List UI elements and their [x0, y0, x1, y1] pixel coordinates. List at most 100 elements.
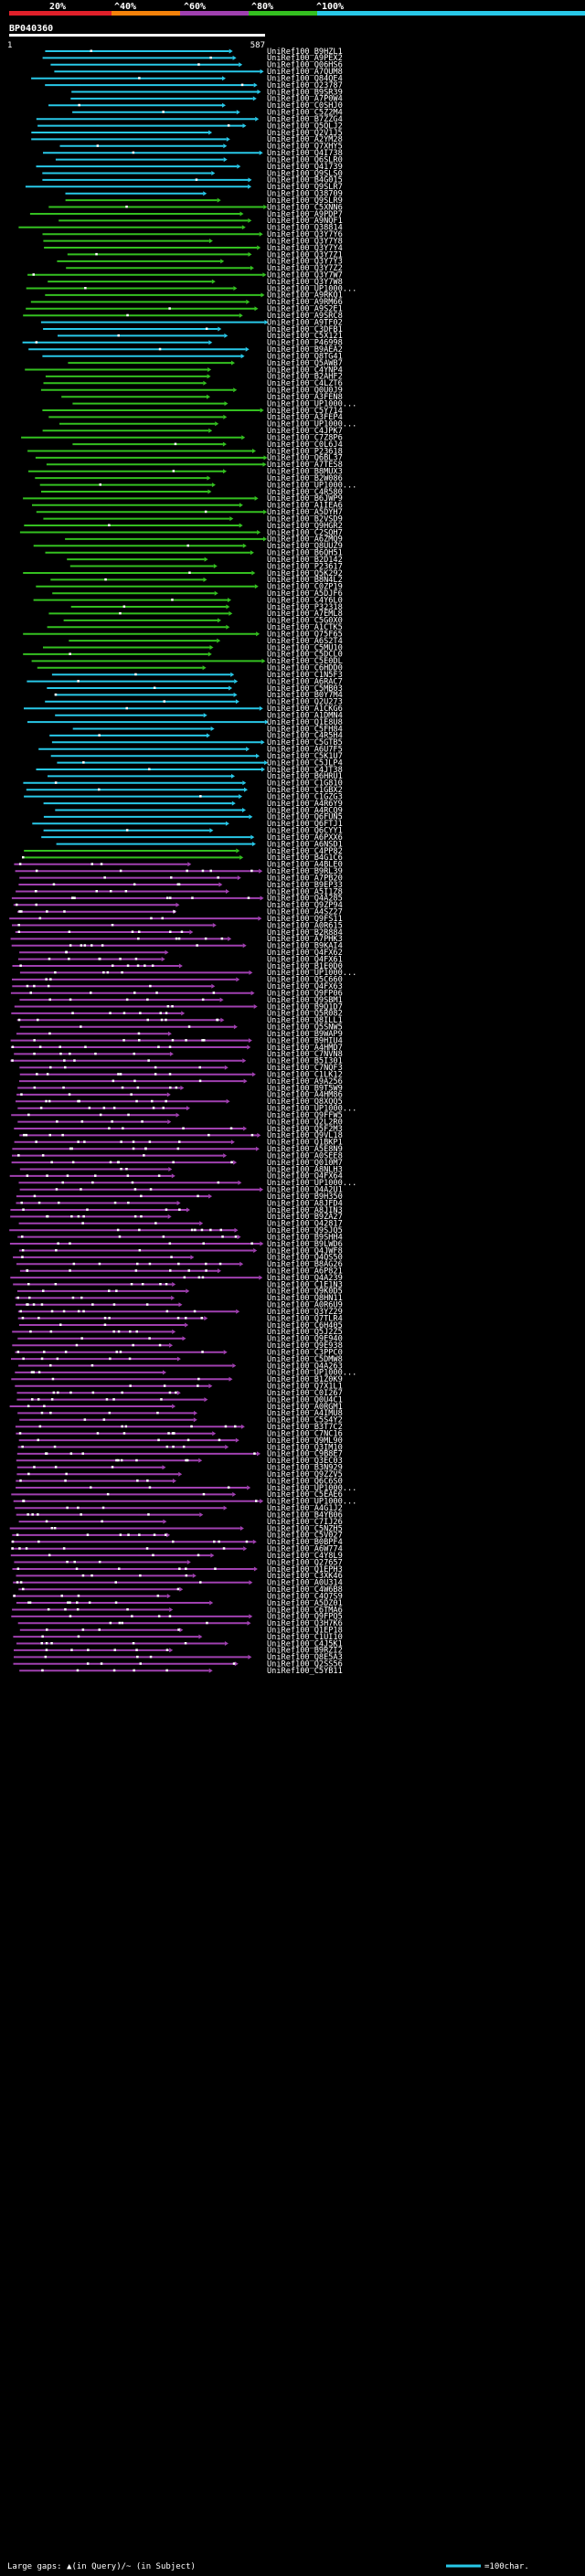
hit-label[interactable]: UniRef100_B6HRU1 [267, 772, 343, 781]
hit-label[interactable]: UniRef100_A4BLE0 [267, 861, 343, 870]
hit-label[interactable]: UniRef100_Q5K292 [267, 569, 343, 578]
hit-label[interactable]: UniRef100_B8N4L2 [267, 576, 343, 585]
hit-label[interactable]: UniRef100_A0SEE8 [267, 1151, 343, 1161]
hit-label[interactable]: UniRef100_Q7XHY5 [267, 143, 343, 152]
hit-label[interactable]: UniRef100_C5X121 [267, 332, 343, 341]
hit-label[interactable]: UniRef100_A0RGM1 [267, 1403, 343, 1412]
hit-label[interactable]: UniRef100_Q3Y7Y3 [267, 258, 343, 267]
hit-label[interactable]: UniRef100_B9SHH4 [267, 1233, 343, 1242]
hit-label[interactable]: UniRef100_Q38709 [267, 190, 343, 199]
hit-label[interactable]: UniRef100_Q5C660 [267, 976, 343, 985]
hit-label[interactable]: UniRef100_Q41739 [267, 163, 343, 172]
hit-label[interactable]: UniRef100_C3XK46 [267, 1572, 343, 1581]
hit-label[interactable]: UniRef100_Q4QS50 [267, 1254, 343, 1263]
hit-label[interactable]: UniRef100_Q38814 [267, 224, 343, 233]
hit-label[interactable]: UniRef100_Q5AWB7 [267, 359, 343, 368]
hit-label[interactable]: UniRef100_Q5F2M3 [267, 1125, 343, 1134]
hit-label[interactable]: UniRef100_B2W086 [267, 474, 343, 483]
hit-label[interactable]: UniRef100_C1LK12 [267, 1071, 343, 1080]
hit-label[interactable]: UniRef100_A4RCQ9 [267, 806, 343, 815]
hit-label[interactable]: UniRef100_C7NC16 [267, 1430, 343, 1439]
hit-label[interactable]: UniRef100_A6ZMQ9 [267, 535, 343, 545]
hit-label[interactable]: UniRef100_Q010M7 [267, 1159, 343, 1168]
hit-label[interactable]: UniRef100_B1E0D0 [267, 962, 343, 971]
hit-label[interactable]: UniRef100_Q4A2U1 [267, 1186, 343, 1195]
hit-label[interactable]: UniRef100_Q3Y7Y4 [267, 244, 343, 253]
hit-label[interactable]: UniRef100_C5V027 [267, 1532, 343, 1541]
hit-label[interactable]: UniRef100_UP1000... [267, 1179, 356, 1188]
hit-label[interactable]: UniRef100_B9Q1D7 [267, 1002, 343, 1012]
hit-label[interactable]: UniRef100_C7NQF3 [267, 1064, 343, 1073]
hit-label[interactable]: UniRef100_C5EAE6 [267, 1490, 343, 1500]
hit-label[interactable]: UniRef100_Q4A285 [267, 895, 343, 904]
hit-label[interactable]: UniRef100_A9SRC8 [267, 312, 343, 321]
hit-label[interactable]: UniRef100_Q6FTJ1 [267, 820, 343, 829]
hit-label[interactable]: UniRef100_C4LZT6 [267, 379, 343, 388]
hit-label[interactable]: UniRef100_C5G0X0 [267, 617, 343, 626]
hit-label[interactable]: UniRef100_C5S4Y2 [267, 1416, 343, 1426]
hit-label[interactable]: UniRef100_A9PDP7 [267, 210, 343, 219]
hit-label[interactable]: UniRef100_Q7X1L1 [267, 1383, 343, 1392]
hit-label[interactable]: UniRef100_A6S2T4 [267, 637, 343, 646]
hit-label[interactable]: UniRef100_A4G1J2 [267, 1504, 343, 1513]
hit-label[interactable]: UniRef100_B7ZZG4 [267, 115, 343, 124]
hit-label[interactable]: UniRef100_A0U314 [267, 1579, 343, 1588]
hit-label[interactable]: UniRef100_Q4A239 [267, 1274, 343, 1283]
hit-label[interactable]: UniRef100_B5I301 [267, 1057, 343, 1066]
hit-label[interactable]: UniRef100_C4YNP4 [267, 366, 343, 375]
hit-label[interactable]: UniRef100_A5DZ01 [267, 1599, 343, 1608]
hit-label[interactable]: UniRef100_B6QH51 [267, 549, 343, 558]
hit-label[interactable]: UniRef100_Q6SLR0 [267, 155, 343, 164]
hit-label[interactable]: UniRef100_Q9E938 [267, 1341, 343, 1351]
hit-label[interactable]: UniRef100_C1GBX2 [267, 786, 343, 795]
hit-label[interactable]: UniRef100_Q4I738 [267, 149, 343, 158]
hit-label[interactable]: UniRef100_B9RZI2 [267, 1647, 343, 1656]
hit-label[interactable]: UniRef100_C4JPK7 [267, 427, 343, 436]
hit-label[interactable]: UniRef100_B9HZL1 [267, 48, 343, 57]
hit-label[interactable]: UniRef100_Q5J2Z5 [267, 1328, 343, 1337]
hit-label[interactable]: UniRef100_C5DMW8 [267, 1355, 343, 1364]
hit-label[interactable]: UniRef100_Q9E940 [267, 1335, 343, 1344]
hit-label[interactable]: UniRef100_C0SHJ0 [267, 101, 343, 111]
hit-label[interactable]: UniRef100_A9RM66 [267, 298, 343, 307]
hit-label[interactable]: UniRef100_Q1BKP1 [267, 1139, 343, 1148]
hit-label[interactable]: UniRef100_B2R884 [267, 928, 343, 938]
hit-label[interactable]: UniRef100_P32318 [267, 603, 343, 612]
hit-label[interactable]: UniRef100_Q0U0J9 [267, 387, 343, 396]
hit-label[interactable]: UniRef100_Q84QE4 [267, 75, 343, 84]
hit-label[interactable]: UniRef100_Q1EP18 [267, 1627, 343, 1636]
hit-label[interactable]: UniRef100_Q6C6S0 [267, 1477, 343, 1486]
hit-label[interactable]: UniRef100_C1G810 [267, 779, 343, 789]
hit-label[interactable]: UniRef100_Q3YZ29 [267, 1308, 343, 1317]
hit-label[interactable]: UniRef100_Q9ML90 [267, 1436, 343, 1446]
hit-label[interactable]: UniRef100_B4G015 [267, 176, 343, 186]
hit-label[interactable]: UniRef100_Q3Y7W7 [267, 271, 343, 281]
hit-label[interactable]: UniRef100_Q27657 [267, 1558, 343, 1567]
hit-label[interactable]: UniRef100_Q9SLS0 [267, 169, 343, 178]
hit-label[interactable]: UniRef100_C6TMA6 [267, 1606, 343, 1615]
hit-label[interactable]: UniRef100_A8JIN3 [267, 1206, 343, 1215]
hit-label[interactable]: UniRef100_C4R580 [267, 488, 343, 497]
hit-label[interactable]: UniRef100_B9H350 [267, 1193, 343, 1202]
hit-label[interactable]: UniRef100_P46998 [267, 339, 343, 348]
hit-label[interactable]: UniRef100_B9KAI4 [267, 942, 343, 951]
hit-label[interactable]: UniRef100_Q75F65 [267, 631, 343, 640]
hit-label[interactable]: UniRef100_A3FEP4 [267, 413, 343, 422]
hit-label[interactable]: UniRef100_Q2L2R0 [267, 1118, 343, 1127]
hit-label[interactable]: UniRef100_Q8XQQ5 [267, 1097, 343, 1107]
hit-label[interactable]: UniRef100_Q4FX61 [267, 955, 343, 964]
hit-label[interactable]: UniRef100_A4IMU8 [267, 1409, 343, 1418]
hit-label[interactable]: UniRef100_C5MU10 [267, 643, 343, 652]
hit-label[interactable]: UniRef100_A8NLH3 [267, 1165, 343, 1174]
hit-label[interactable]: UniRef100_B9SR39 [267, 88, 343, 97]
hit-label[interactable]: UniRef100_C0I267 [267, 1389, 343, 1398]
hit-label[interactable]: UniRef100_C6H405 [267, 1321, 343, 1330]
hit-label[interactable]: UniRef100_A0R615 [267, 921, 343, 930]
hit-label[interactable]: UniRef100_B4YB06 [267, 1511, 343, 1520]
hit-label[interactable]: UniRef100_Q4FX62 [267, 949, 343, 958]
hit-label[interactable]: UniRef100_B9LWD6 [267, 1240, 343, 1249]
hit-label[interactable]: UniRef100_Q5R082 [267, 1010, 343, 1019]
hit-label[interactable]: UniRef100_B0BPF4 [267, 1538, 343, 1547]
hit-label[interactable]: UniRef100_A9S2E1 [267, 305, 343, 314]
hit-label[interactable]: UniRef100_Q9FP06 [267, 990, 343, 999]
